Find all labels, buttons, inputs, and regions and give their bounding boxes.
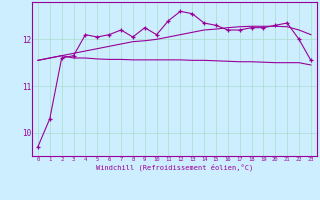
X-axis label: Windchill (Refroidissement éolien,°C): Windchill (Refroidissement éolien,°C) [96,163,253,171]
